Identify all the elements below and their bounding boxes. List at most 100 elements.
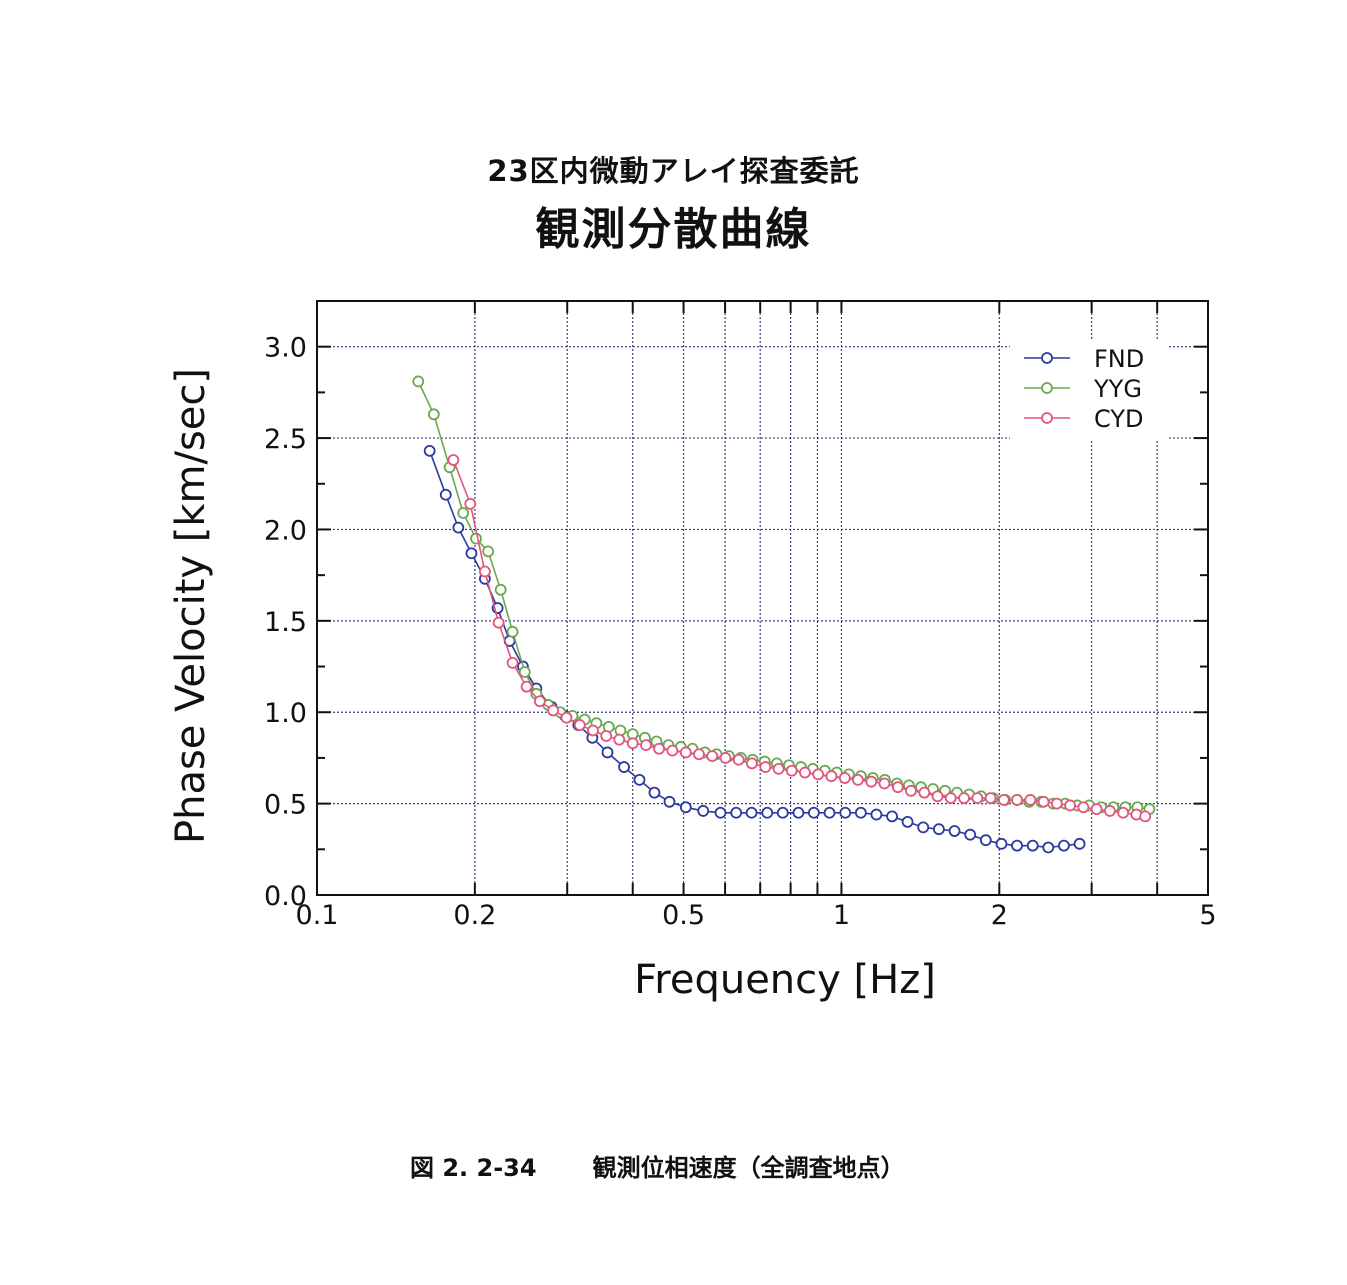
data-point — [1026, 839, 1039, 852]
data-point — [948, 825, 961, 837]
data-point — [427, 408, 440, 421]
x-tick-label: 0.5 — [662, 900, 705, 931]
figure-caption-text: 観測位相速度（全調査地点） — [592, 1154, 905, 1182]
data-point — [587, 724, 599, 737]
data-point — [470, 532, 482, 545]
plot-frame — [316, 300, 1209, 896]
grid-lines — [317, 301, 1208, 895]
data-point — [447, 454, 460, 466]
data-point — [761, 806, 774, 819]
series-line — [428, 450, 1080, 849]
data-point — [812, 768, 825, 781]
data-point — [852, 773, 864, 786]
data-point — [918, 786, 931, 799]
data-point — [745, 806, 758, 819]
y-tick-label: 3.0 — [264, 333, 307, 364]
dispersion-chart: 0.0 0.5 1.0 1.5 2.0 2.5 3.0 0.1 0.2 0.5 1 2 5 FNDYYG… — [168, 300, 1217, 1003]
data-point — [759, 761, 772, 773]
legend-marker — [1041, 412, 1053, 424]
data-point — [1042, 841, 1055, 854]
legend-label: CYD — [1094, 405, 1143, 433]
data-point — [693, 748, 705, 761]
data-point — [600, 730, 613, 742]
data-point — [494, 583, 507, 596]
data-point — [492, 616, 505, 629]
data-point — [423, 444, 436, 457]
y-axis-label: Phase Velocity [km/sec] — [168, 368, 214, 844]
data-point — [1011, 794, 1023, 806]
data-point — [601, 746, 614, 759]
figure-number: 図 2. 2-34 — [410, 1154, 537, 1182]
data-point — [706, 750, 719, 762]
data-point — [653, 742, 665, 755]
y-tick-label: 1.0 — [264, 698, 307, 729]
y-tick-label: 0.0 — [264, 881, 307, 912]
data-point — [838, 772, 851, 784]
data-point — [905, 784, 917, 797]
data-point — [995, 837, 1008, 850]
data-point — [823, 806, 836, 819]
data-point — [971, 792, 984, 805]
data-point — [697, 805, 710, 817]
y-tick-label: 2.5 — [264, 424, 307, 455]
data-series — [412, 375, 1156, 854]
data-point — [1024, 794, 1037, 806]
data-point — [478, 565, 491, 578]
data-point — [714, 806, 727, 819]
data-point — [746, 757, 758, 770]
data-point — [573, 719, 586, 731]
data-point — [412, 375, 425, 388]
series-yyg — [412, 375, 1156, 815]
data-point — [807, 806, 820, 819]
data-point — [825, 770, 838, 783]
data-point — [772, 762, 785, 775]
data-point — [464, 497, 477, 510]
data-point — [679, 746, 692, 759]
data-point — [648, 786, 661, 799]
data-point — [1058, 839, 1070, 852]
x-tick-label: 1 — [833, 900, 850, 931]
data-point — [839, 806, 852, 819]
chart-supertitle: 23区内微動アレイ探査委託 — [487, 154, 860, 188]
x-tick-label: 0.2 — [453, 900, 496, 931]
data-point — [457, 507, 470, 519]
chart-title: 観測分散曲線 — [535, 204, 812, 255]
x-tick-label: 5 — [1199, 900, 1216, 931]
series-cyd — [447, 454, 1152, 823]
series-fnd — [423, 444, 1086, 854]
data-point — [865, 775, 878, 788]
data-point — [854, 806, 867, 819]
data-point — [1011, 839, 1023, 852]
data-point — [776, 806, 789, 819]
data-point — [931, 790, 944, 803]
data-point — [730, 806, 743, 819]
data-point — [891, 781, 904, 794]
figure-caption: 図 2. 2-34 観測位相速度（全調査地点） — [410, 1148, 905, 1183]
data-point — [640, 739, 652, 752]
legend-marker — [1041, 352, 1053, 364]
data-point — [1139, 810, 1152, 823]
x-axis-label: Frequency [Hz] — [634, 957, 936, 1003]
data-point — [958, 792, 970, 805]
data-point — [506, 625, 519, 638]
legend-label: FND — [1094, 345, 1144, 373]
data-point — [663, 795, 676, 808]
series-line — [417, 381, 1150, 810]
x-tick-label: 0.1 — [296, 900, 339, 931]
data-point — [439, 488, 452, 501]
data-point — [626, 737, 639, 750]
y-tick-label: 0.5 — [264, 790, 307, 821]
data-point — [1117, 806, 1130, 819]
data-point — [482, 545, 495, 558]
data-point — [1073, 837, 1086, 850]
data-point — [666, 744, 679, 757]
data-point — [719, 752, 732, 764]
data-point — [547, 704, 560, 717]
data-point — [732, 753, 745, 766]
data-point — [792, 806, 805, 819]
data-point — [618, 761, 630, 773]
data-point — [979, 834, 992, 847]
data-point — [518, 666, 531, 678]
data-point — [520, 680, 533, 693]
